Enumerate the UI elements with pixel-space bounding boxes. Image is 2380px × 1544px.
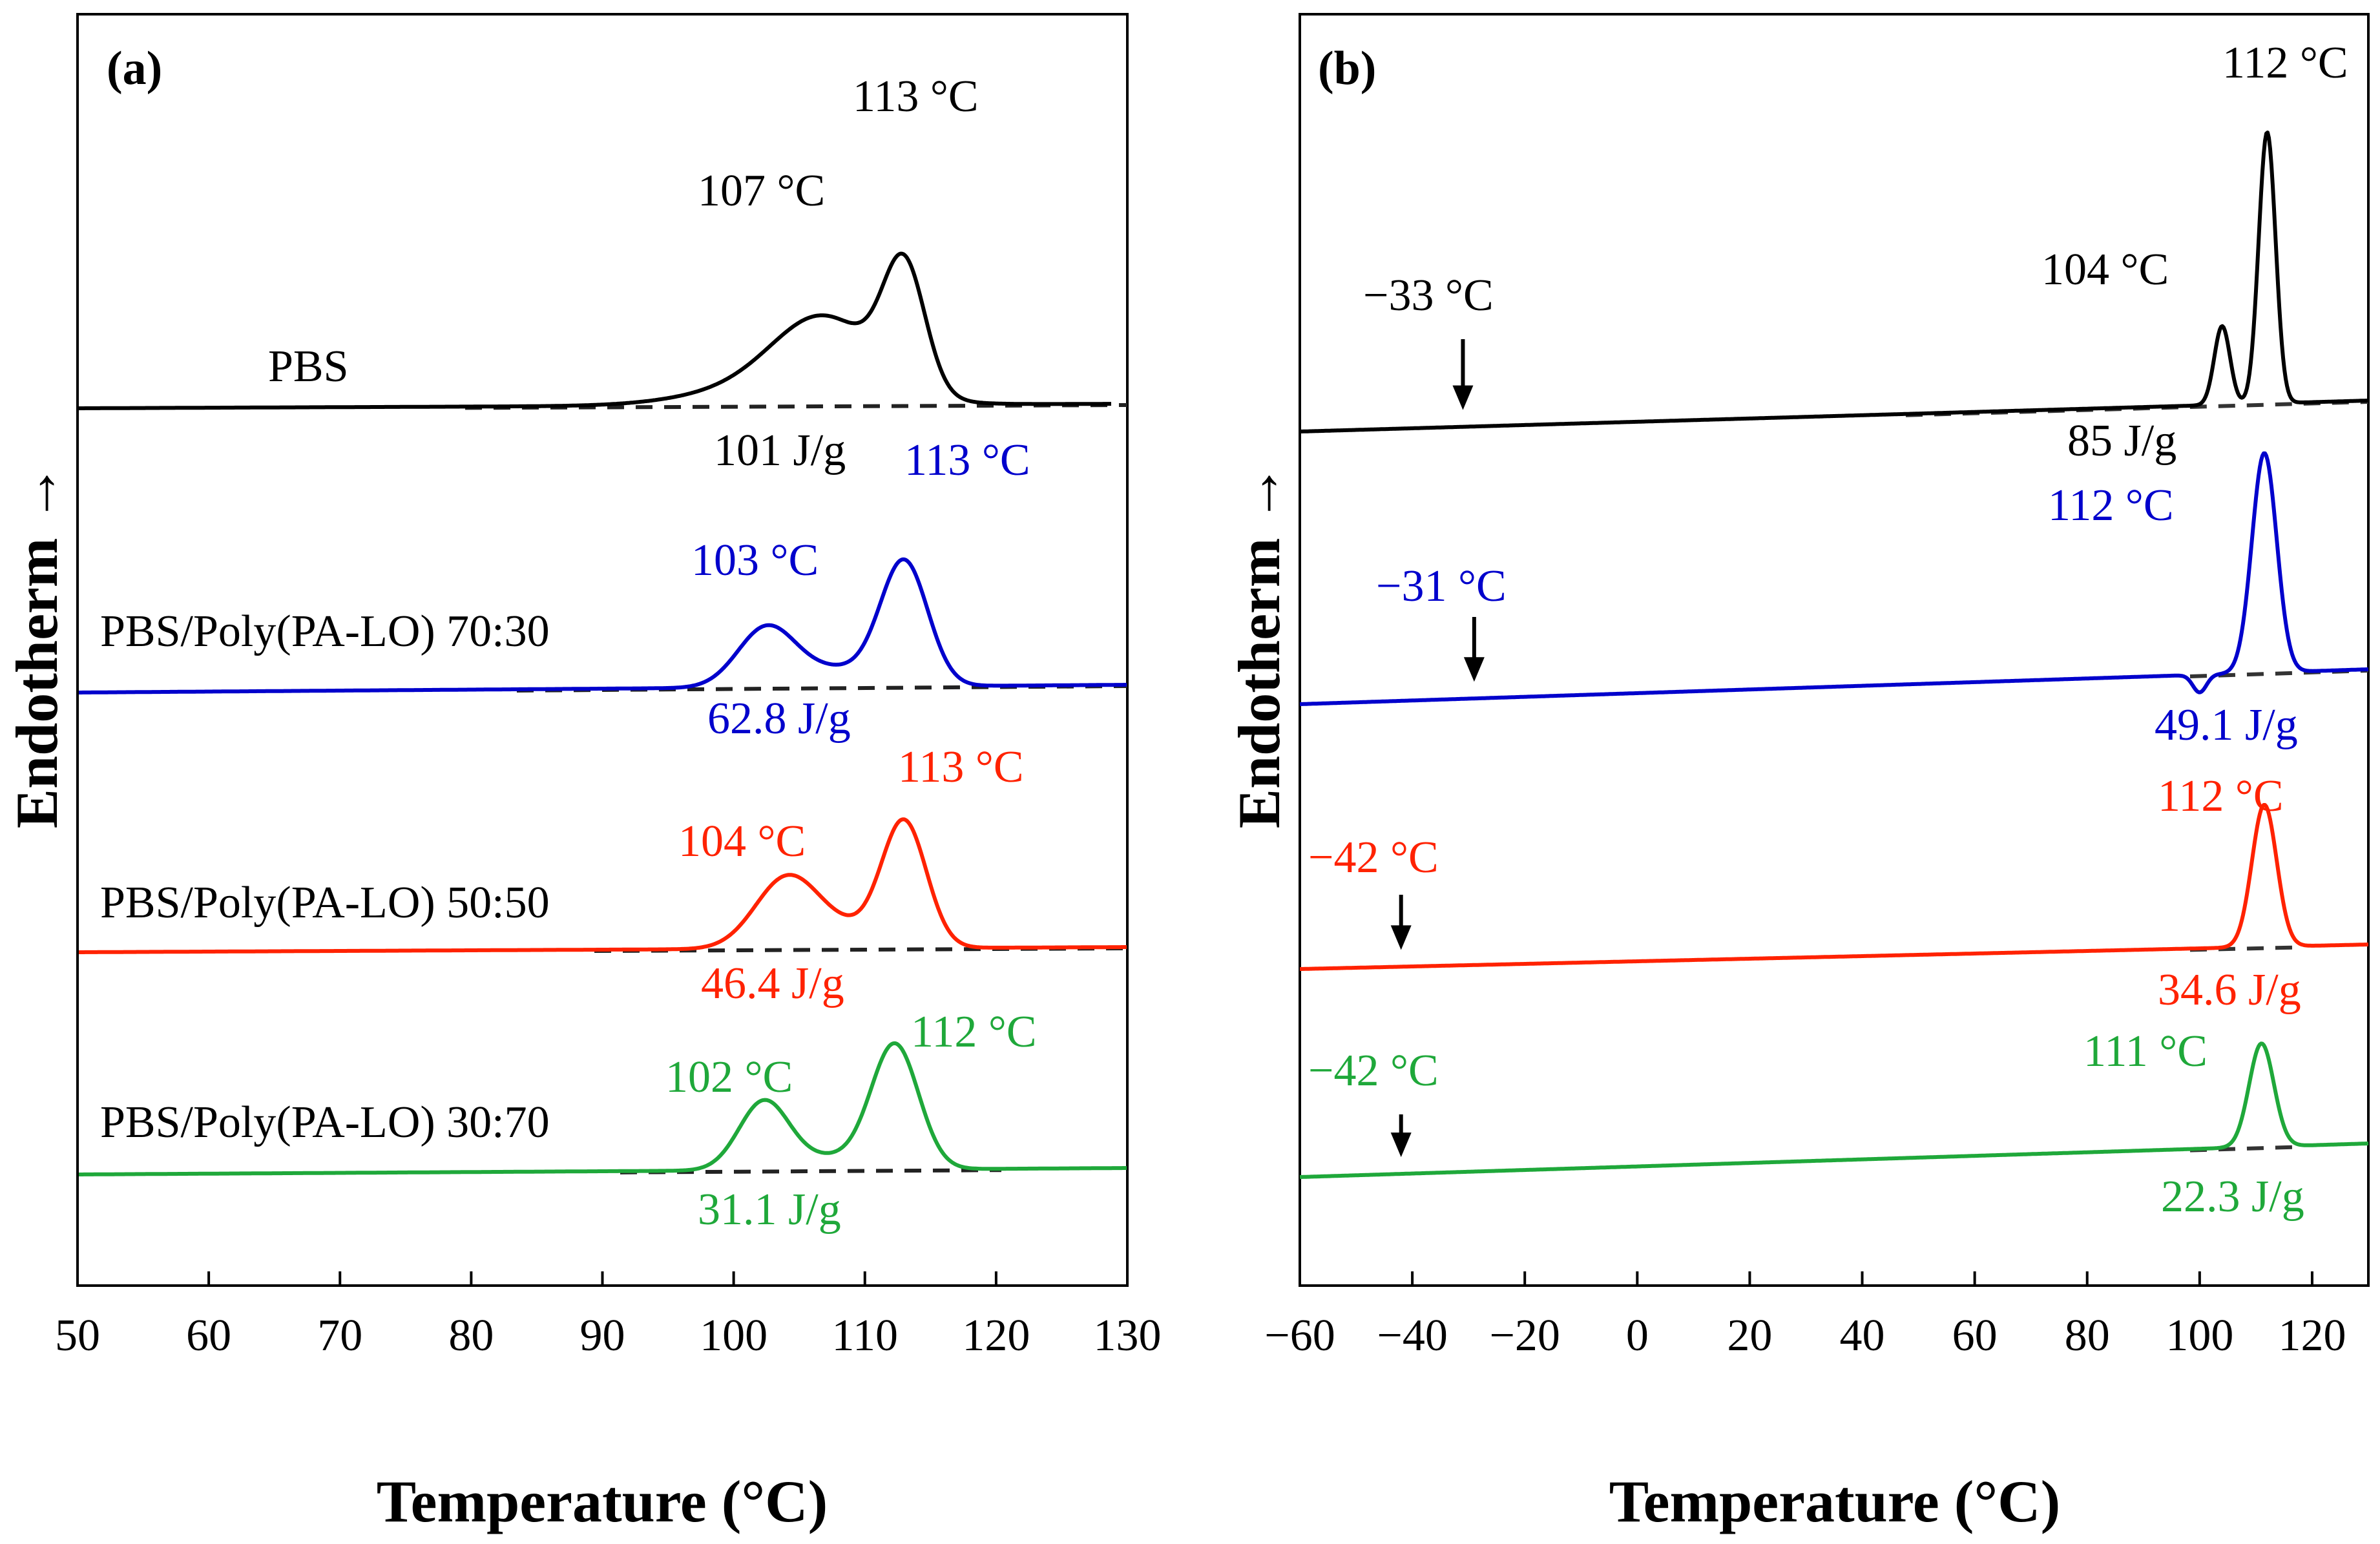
integration-baseline xyxy=(2189,945,2301,952)
panel-a-label: (a) xyxy=(107,42,162,95)
peak-temperature-label: 104 °C xyxy=(2041,245,2169,295)
panel-b: (b) −60 −40 −20 0 20 40 60 80 100 120 104 °C 112 °… xyxy=(1226,13,2370,1534)
dsc-curve-4 xyxy=(78,1041,1127,1176)
x-tick-label: 0 xyxy=(1626,1311,1649,1361)
dsc-curve-3 xyxy=(78,817,1127,954)
dsc-curve-3 xyxy=(1299,803,2369,971)
series-label: PBS xyxy=(268,342,349,391)
peak-temperature-label: 113 °C xyxy=(904,435,1030,485)
dsc-curve-2 xyxy=(1299,451,2369,706)
panel-a-x-axis-title: Temperature (°C) xyxy=(377,1468,828,1534)
enthalpy-label: 31.1 J/g xyxy=(698,1185,841,1235)
integration-baseline xyxy=(2189,1145,2301,1153)
glass-transition-label: −42 °C xyxy=(1308,1046,1439,1096)
peak-temperature-label: 102 °C xyxy=(665,1052,793,1102)
x-tick-label: 70 xyxy=(317,1311,362,1361)
x-tick-label: 80 xyxy=(2065,1311,2110,1361)
glass-transition-arrowhead xyxy=(1463,657,1485,682)
dsc-curve-2 xyxy=(78,557,1127,694)
x-tick-label: −20 xyxy=(1489,1311,1560,1361)
glass-transition-label: −31 °C xyxy=(1376,561,1507,611)
peak-temperature-label: 107 °C xyxy=(698,166,825,216)
enthalpy-label: 46.4 J/g xyxy=(701,959,844,1008)
x-tick-label: 20 xyxy=(1727,1311,1772,1361)
peak-temperature-label: 112 °C xyxy=(2158,771,2284,821)
series-label: PBS/Poly(PA-LO) 30:70 xyxy=(100,1098,550,1147)
panel-b-y-axis-title: Endotherm → xyxy=(1226,464,1292,829)
glass-transition-label: −33 °C xyxy=(1363,271,1494,320)
peak-temperature-label: 113 °C xyxy=(898,742,1024,792)
panel-b-frame xyxy=(1299,13,2370,1287)
enthalpy-label: 22.3 J/g xyxy=(2161,1172,2304,1222)
panel-b-x-axis-title: Temperature (°C) xyxy=(1609,1468,2061,1534)
x-tick-label: 100 xyxy=(700,1311,767,1361)
panel-a-y-axis-title: Endotherm → xyxy=(4,464,70,829)
peak-temperature-label: 111 °C xyxy=(2083,1027,2208,1076)
x-tick-label: 110 xyxy=(832,1311,898,1361)
x-tick-label: 90 xyxy=(580,1311,625,1361)
dsc-curve-1 xyxy=(78,251,1112,410)
panel-a-curves: 107 °C 113 °C 101 J/g PBS 103 °C 113 °C 62.8 J… xyxy=(78,72,1128,1235)
glass-transition-label: −42 °C xyxy=(1308,833,1439,882)
enthalpy-label: 34.6 J/g xyxy=(2158,965,2301,1015)
enthalpy-label: 101 J/g xyxy=(714,426,846,475)
enthalpy-label: 49.1 J/g xyxy=(2155,700,2298,750)
x-tick-label: 120 xyxy=(2278,1311,2346,1361)
peak-temperature-label: 104 °C xyxy=(678,817,806,866)
x-tick-label: 100 xyxy=(2166,1311,2233,1361)
enthalpy-label: 85 J/g xyxy=(2067,416,2176,466)
glass-transition-arrowhead xyxy=(1390,925,1412,950)
panel-b-x-ticks: −60 −40 −20 0 20 40 60 80 100 120 xyxy=(1264,1271,2346,1361)
peak-temperature-label: 103 °C xyxy=(691,536,819,585)
x-tick-label: −60 xyxy=(1264,1311,1335,1361)
x-tick-label: 60 xyxy=(1952,1311,1998,1361)
peak-temperature-label: 113 °C xyxy=(853,72,979,121)
x-tick-label: 130 xyxy=(1094,1311,1162,1361)
panel-b-label: (b) xyxy=(1318,42,1376,95)
x-tick-label: 40 xyxy=(1840,1311,1885,1361)
glass-transition-arrowhead xyxy=(1452,385,1474,410)
panel-b-curves: 104 °C 112 °C 85 J/g −33 °C 112 °C 49.1 J/g −3… xyxy=(1299,38,2369,1222)
x-tick-label: 50 xyxy=(55,1311,100,1361)
peak-temperature-label: 112 °C xyxy=(2048,481,2174,530)
dsc-curve-4 xyxy=(1299,1041,2369,1179)
peak-temperature-label: 112 °C xyxy=(911,1007,1037,1057)
peak-temperature-label: 112 °C xyxy=(2222,38,2348,88)
x-tick-label: −40 xyxy=(1377,1311,1447,1361)
x-tick-label: 80 xyxy=(448,1311,494,1361)
x-tick-label: 60 xyxy=(186,1311,231,1361)
enthalpy-label: 62.8 J/g xyxy=(707,694,851,744)
panel-a-x-ticks: 50 60 70 80 90 100 110 120 130 xyxy=(55,1271,1162,1361)
dsc-curve-1 xyxy=(1299,130,2369,433)
series-label: PBS/Poly(PA-LO) 70:30 xyxy=(100,607,550,656)
glass-transition-arrowhead xyxy=(1390,1132,1412,1158)
x-tick-label: 120 xyxy=(962,1311,1030,1361)
series-label: PBS/Poly(PA-LO) 50:50 xyxy=(100,878,550,928)
